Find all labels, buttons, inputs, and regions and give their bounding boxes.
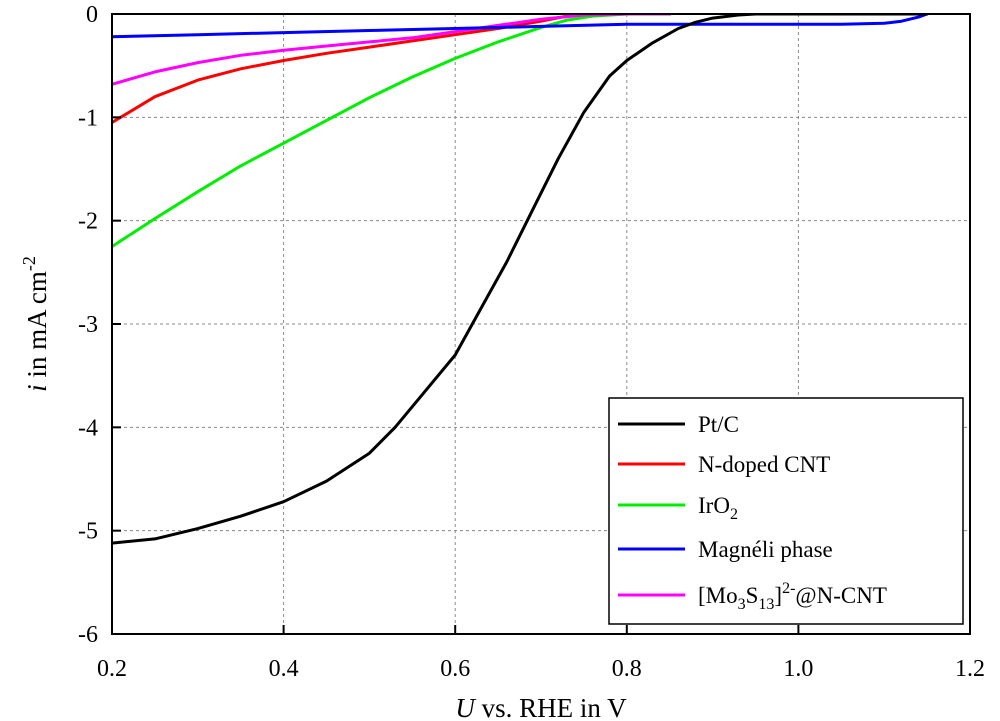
- y-tick-label: -1: [78, 105, 98, 131]
- y-tick-label: -2: [78, 209, 98, 235]
- y-tick-label: -3: [78, 312, 98, 338]
- x-axis-title: U vs. RHE in V: [455, 693, 627, 721]
- x-tick-label: 0.8: [612, 656, 642, 682]
- legend-label-n-doped-cnt: N-doped CNT: [698, 452, 830, 477]
- legend: Pt/C N-doped CNT IrO2 Magnéli phase [Mo3…: [608, 397, 964, 625]
- y-axis-title-rest: in mA cm: [22, 271, 52, 384]
- series-line-4: [112, 14, 672, 86]
- tick-labels: 0.2 0.4 0.6 0.8 1.0 1.2 0 -1 -2 -3 -4 -5 -6: [78, 2, 985, 682]
- y-axis-title-italic: i: [22, 384, 52, 392]
- y-tick-label: 0: [86, 2, 98, 28]
- x-tick-label: 1.0: [783, 656, 813, 682]
- x-tick-label: 0.4: [269, 656, 299, 682]
- legend-label-pt-c: Pt/C: [698, 412, 739, 437]
- series-line-3: [112, 14, 929, 39]
- x-tick-label: 1.2: [955, 656, 985, 682]
- x-tick-label: 0.2: [97, 656, 127, 682]
- axis-ticks: [111, 13, 971, 635]
- legend-label-magneli-phase: Magnéli phase: [698, 537, 833, 562]
- y-axis-title: i in mA cm-2: [19, 256, 52, 392]
- y-axis-title-sup: -2: [19, 256, 39, 271]
- legend-box: [608, 397, 964, 625]
- series-line-2: [112, 14, 672, 248]
- legend-label-mo3s13-n-cnt: [Mo3S13]2-@N-CNT: [698, 580, 887, 613]
- legend-label-iro2: IrO2: [698, 493, 738, 523]
- x-axis-title-italic: U: [455, 693, 476, 721]
- y-tick-label: -6: [78, 622, 98, 648]
- x-axis-title-rest: vs. RHE in V: [475, 693, 627, 721]
- x-tick-label: 0.6: [440, 656, 470, 682]
- y-tick-label: -5: [78, 519, 98, 545]
- y-tick-label: -4: [78, 415, 98, 441]
